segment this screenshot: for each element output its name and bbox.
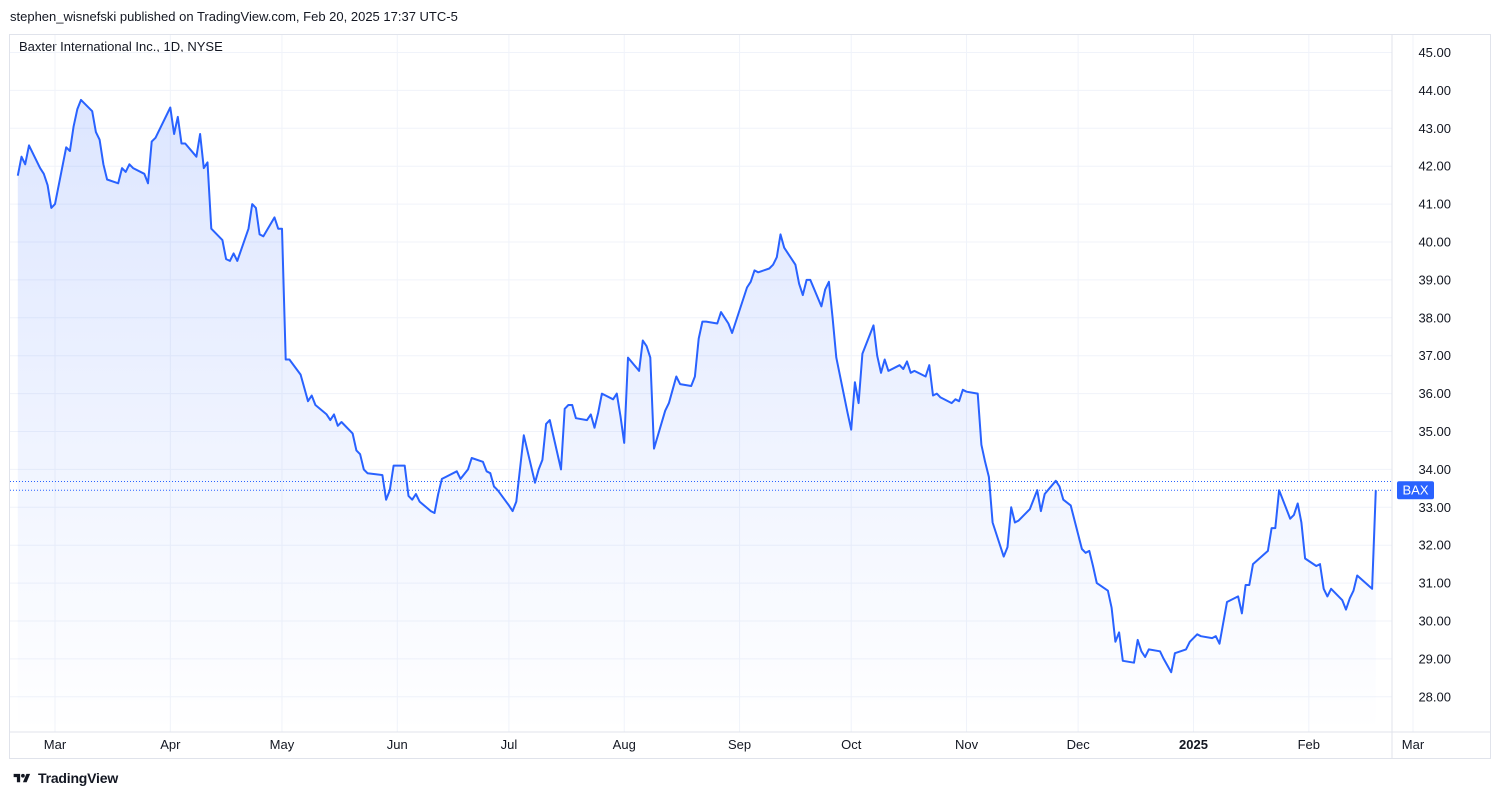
y-tick-label: 43.00: [1418, 121, 1451, 136]
y-tick-label: 37.00: [1418, 348, 1451, 363]
x-tick-label: Apr: [160, 737, 181, 752]
publisher-caption: stephen_wisnefski published on TradingVi…: [10, 9, 458, 24]
y-tick-label: 29.00: [1418, 651, 1451, 666]
x-tick-label: Jul: [501, 737, 518, 752]
y-tick-label: 38.00: [1418, 310, 1451, 325]
y-tick-label: 41.00: [1418, 197, 1451, 212]
y-tick-label: 31.00: [1418, 576, 1451, 591]
y-tick-label: 32.00: [1418, 538, 1451, 553]
chart-title: Baxter International Inc., 1D, NYSE: [19, 39, 223, 54]
y-tick-label: 34.00: [1418, 462, 1451, 477]
y-tick-label: 35.00: [1418, 424, 1451, 439]
x-tick-label: Jun: [387, 737, 408, 752]
x-tick-label: 2025: [1179, 737, 1208, 752]
y-tick-label: 30.00: [1418, 614, 1451, 629]
y-axis: 45.00 44.00 43.00 42.00 41.00 40.00 39.00 38.00…: [1418, 45, 1451, 704]
x-tick-label: Mar: [1402, 737, 1425, 752]
y-tick-label: 33.00: [1418, 500, 1451, 515]
tradingview-logo-icon: [13, 773, 31, 782]
x-tick-label: Feb: [1298, 737, 1320, 752]
y-tick-label: 40.00: [1418, 235, 1451, 250]
y-tick-label: 36.00: [1418, 386, 1451, 401]
y-tick-label: 39.00: [1418, 272, 1451, 287]
tradingview-logo-text: TradingView: [38, 770, 119, 786]
y-tick-label: 28.00: [1418, 689, 1451, 704]
chart-frame: [9, 34, 1491, 759]
x-tick-label: Aug: [613, 737, 636, 752]
bax-badge: [1397, 481, 1434, 500]
x-tick-label: Dec: [1067, 737, 1091, 752]
tradingview-logo[interactable]: TradingView: [11, 770, 118, 786]
y-tick-label: 42.00: [1418, 159, 1451, 174]
y-tick-label: 45.00: [1418, 45, 1451, 60]
x-tick-label: Mar: [44, 737, 67, 752]
x-tick-label: May: [270, 737, 295, 752]
x-tick-label: Oct: [841, 737, 862, 752]
y-tick-label: 44.00: [1418, 83, 1451, 98]
x-tick-label: Nov: [955, 737, 979, 752]
price-line[interactable]: [16, 98, 1377, 674]
x-tick-label: Sep: [728, 737, 751, 752]
symbol-badge: BAX: [1397, 481, 1434, 500]
price-area-fill: [17, 99, 1376, 732]
bax-badge-label: BAX: [1402, 483, 1428, 498]
x-axis: Mar Apr May Jun Jul Aug Sep Oct Nov Dec 2025 Feb Mar: [44, 737, 1425, 752]
